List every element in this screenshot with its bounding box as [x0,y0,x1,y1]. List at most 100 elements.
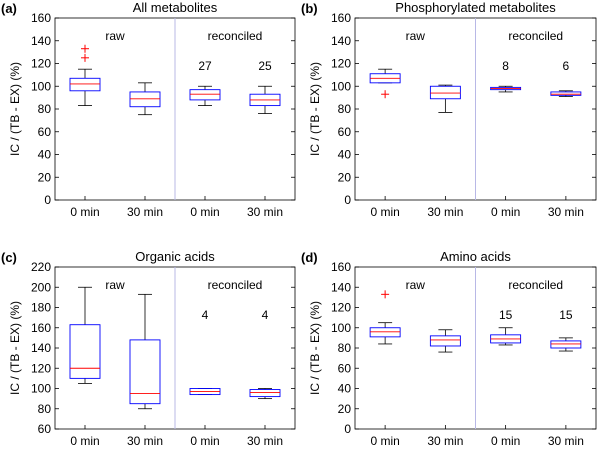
box-iqr [69,324,101,379]
outlier-marker [81,53,89,62]
y-tick-label: 220 [31,260,51,274]
y-tick-label: 160 [31,321,51,335]
y-tick-label: 60 [338,125,352,139]
y-tick-label: 140 [31,34,51,48]
box-4 [550,90,582,97]
y-tick-label: 20 [338,170,352,184]
box-iqr [369,327,401,338]
y-tick-label: 160 [31,11,51,25]
x-tick-label: 0 min [190,434,219,448]
box-1 [369,290,401,345]
x-tick-label: 30 min [548,434,584,448]
y-axis-label: IC / (TB - EX) (%) [308,301,322,395]
x-tick-label: 30 min [427,205,463,219]
y-tick-label: 120 [331,301,351,315]
box-2 [429,84,461,113]
chart-title: Phosphorylated metabolites [395,0,556,15]
y-tick-label: 80 [338,102,352,116]
group-label-reconciled: reconciled [208,278,263,292]
x-tick-label: 30 min [247,205,283,219]
y-tick-label: 40 [38,148,52,162]
x-tick-label: 0 min [370,205,399,219]
box-iqr [429,85,461,100]
box-iqr [129,339,161,405]
panel-c: 60 80 100 120 140 160 180 200 220 0 min 30 min 0 mi… [1,249,296,448]
box-4 [249,388,281,400]
y-tick-label: 100 [31,382,51,396]
box-iqr [69,77,101,92]
y-tick-label: 0 [344,422,351,436]
x-tick-label: 30 min [548,205,584,219]
y-tick-label: 140 [31,341,51,355]
x-tick-label: 0 min [190,205,219,219]
group-label-raw: raw [105,278,125,292]
y-tick-label: 180 [31,301,51,315]
y-tick-label: 120 [31,57,51,71]
count-label: 15 [559,308,573,322]
x-tick-label: 0 min [70,434,99,448]
panel-label: (b) [301,1,318,16]
group-label-raw: raw [406,278,426,292]
group-label-reconciled: reconciled [208,29,263,43]
y-tick-label: 100 [331,321,351,335]
y-tick-label: 80 [38,402,52,416]
box-iqr [550,91,582,96]
box-4 [249,85,281,114]
count-label: 6 [563,59,570,73]
panel-b: 0 20 40 60 80 100 120 140 160 0 min 30 min 0 min 30 … [301,0,597,219]
box-iqr [249,389,281,398]
y-tick-label: 140 [331,280,351,294]
box-2 [129,82,161,116]
box-3 [189,85,221,106]
y-tick-label: 160 [331,11,351,25]
x-tick-label: 30 min [247,434,283,448]
chart-title: All metabolites [133,0,218,15]
box-iqr [429,335,461,347]
group-label-raw: raw [406,29,426,43]
x-tick-label: 30 min [127,205,163,219]
y-tick-label: 60 [38,422,52,436]
x-tick-label: 0 min [491,434,520,448]
count-label: 15 [499,308,513,322]
y-tick-label: 100 [331,79,351,93]
x-tick-label: 0 min [491,205,520,219]
y-tick-label: 20 [38,170,52,184]
box-iqr [129,91,161,108]
panel-label: (d) [301,250,318,265]
x-tick-label: 0 min [370,434,399,448]
box-1 [69,286,101,384]
count-label: 25 [258,59,272,73]
y-tick-label: 40 [338,148,352,162]
y-axis-label: IC / (TB - EX) (%) [8,62,22,156]
box-3 [490,327,522,346]
chart-title: Amino acids [440,249,511,264]
y-tick-label: 120 [331,57,351,71]
box-2 [129,293,161,410]
x-tick-label: 0 min [70,205,99,219]
y-axis-label: IC / (TB - EX) (%) [308,62,322,156]
panel-d: 0 20 40 60 80 100 120 140 160 0 min 30 min 0 min 30 … [301,249,597,448]
y-tick-label: 160 [331,260,351,274]
y-tick-label: 20 [338,402,352,416]
y-tick-label: 140 [331,34,351,48]
count-label: 4 [202,308,209,322]
box-1 [69,44,101,106]
y-tick-label: 0 [344,193,351,207]
y-tick-label: 120 [31,361,51,375]
panel-label: (a) [1,1,17,16]
count-label: 27 [198,59,212,73]
y-tick-label: 0 [44,193,51,207]
count-label: 8 [502,59,509,73]
y-tick-label: 40 [338,382,352,396]
chart-title: Organic acids [135,249,215,264]
box-iqr [189,89,221,101]
outlier-marker [381,290,390,299]
y-tick-label: 80 [38,102,52,116]
y-tick-label: 60 [38,125,52,139]
box-4 [550,337,582,352]
count-label: 4 [262,308,269,322]
box-3 [189,388,221,396]
panel-a: 0 20 40 60 80 100 120 140 160 0 min 30 min 0 min 30 … [1,0,296,219]
y-axis-label: IC / (TB - EX) (%) [8,301,22,395]
